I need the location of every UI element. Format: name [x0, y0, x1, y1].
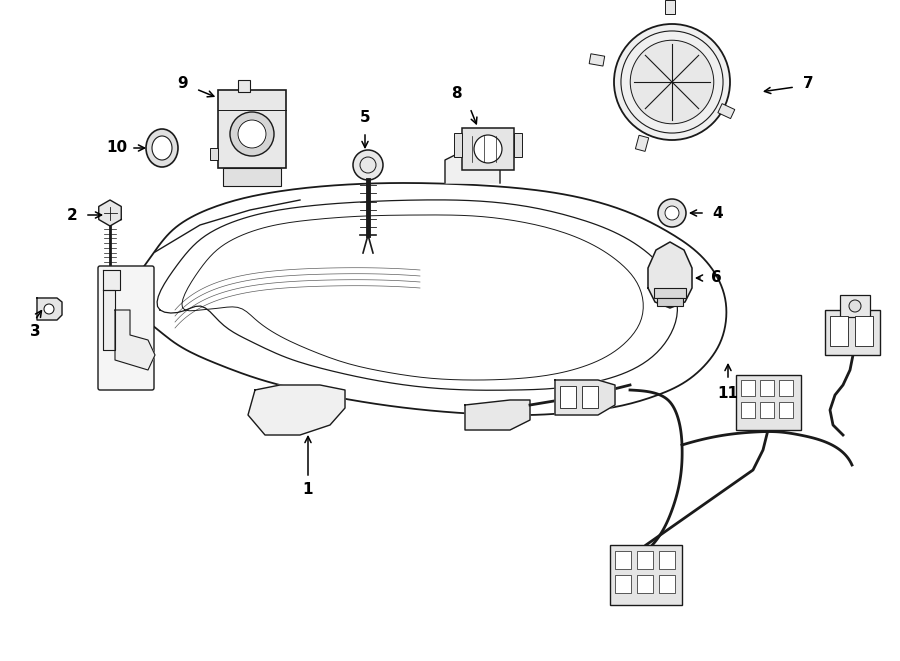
Bar	[637, 551, 653, 569]
Text: 7: 7	[803, 75, 814, 91]
Text: 2: 2	[67, 208, 77, 223]
Polygon shape	[115, 310, 155, 370]
Text: 8: 8	[451, 85, 462, 100]
Circle shape	[849, 300, 861, 312]
Bar	[760, 402, 774, 418]
Bar	[657, 298, 683, 306]
Circle shape	[353, 150, 383, 180]
Text: 5: 5	[360, 110, 370, 126]
Bar	[830, 316, 848, 346]
Bar	[210, 148, 218, 160]
Bar	[665, 0, 675, 14]
Circle shape	[614, 24, 730, 140]
Polygon shape	[37, 298, 62, 320]
Ellipse shape	[146, 129, 178, 167]
Bar	[582, 386, 598, 408]
Text: 3: 3	[30, 325, 40, 340]
Circle shape	[665, 206, 679, 220]
Bar	[718, 104, 734, 118]
Bar	[736, 375, 801, 430]
Circle shape	[630, 40, 714, 124]
Polygon shape	[445, 150, 500, 183]
Bar	[615, 551, 631, 569]
Ellipse shape	[152, 136, 172, 160]
Text: 11: 11	[717, 385, 739, 401]
Bar	[514, 133, 522, 157]
Polygon shape	[555, 380, 615, 415]
Bar	[855, 316, 873, 346]
Polygon shape	[126, 183, 726, 415]
Circle shape	[474, 135, 502, 163]
Text: 1: 1	[302, 483, 313, 498]
Polygon shape	[465, 400, 530, 430]
Bar	[462, 128, 514, 170]
Bar	[615, 575, 631, 593]
Bar	[454, 133, 462, 157]
Circle shape	[230, 112, 274, 156]
Polygon shape	[103, 270, 120, 290]
Circle shape	[658, 199, 686, 227]
Bar	[825, 310, 880, 355]
Polygon shape	[248, 385, 345, 435]
Bar	[760, 380, 774, 396]
Bar	[610, 545, 682, 605]
FancyBboxPatch shape	[98, 266, 154, 390]
Bar	[741, 402, 755, 418]
Bar	[659, 551, 675, 569]
Circle shape	[44, 304, 54, 314]
Polygon shape	[648, 242, 692, 308]
Bar	[223, 168, 281, 186]
Bar	[654, 288, 686, 298]
Bar	[779, 380, 793, 396]
Circle shape	[238, 120, 266, 148]
Text: 9: 9	[177, 75, 188, 91]
Bar	[779, 402, 793, 418]
Bar	[840, 295, 870, 317]
Bar	[238, 80, 250, 92]
Bar	[635, 136, 649, 151]
Polygon shape	[103, 290, 115, 350]
Text: 6: 6	[711, 270, 722, 286]
Bar	[590, 54, 605, 66]
Bar	[560, 386, 576, 408]
Polygon shape	[99, 200, 122, 226]
Text: 10: 10	[106, 141, 128, 155]
Bar	[637, 575, 653, 593]
Bar	[741, 380, 755, 396]
Bar	[659, 575, 675, 593]
Bar	[218, 90, 286, 168]
Text: 4: 4	[713, 206, 724, 221]
